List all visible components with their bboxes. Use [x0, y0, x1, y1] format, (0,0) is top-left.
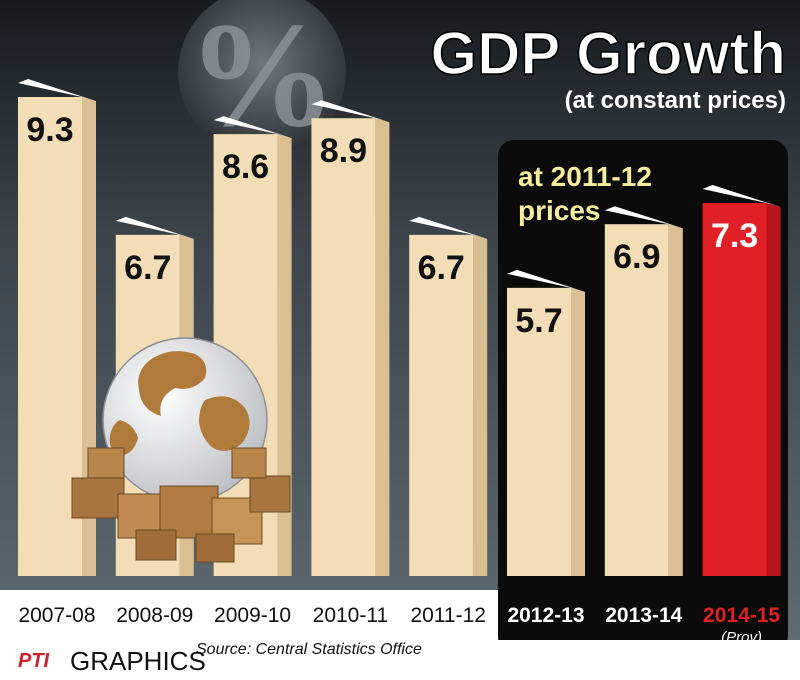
category-label-2014-15: 2014-15 — [703, 604, 780, 627]
cardboard-boxes — [71, 447, 291, 563]
bar-front — [409, 234, 474, 577]
chart-title: GDP Growth — [430, 20, 786, 87]
bar-top — [604, 206, 683, 229]
box — [87, 447, 125, 479]
box — [71, 477, 125, 519]
bar-2010-11 — [311, 100, 390, 577]
category-label-2011-12: 2011-12 — [410, 604, 486, 627]
highlight-label-line2: prices — [518, 195, 601, 226]
bar-2014-15 — [702, 185, 781, 577]
box — [159, 485, 219, 539]
value-label-2008-09: 6.7 — [124, 249, 171, 287]
value-label-2012-13: 5.7 — [515, 302, 562, 340]
bar-top — [311, 100, 390, 123]
bar-front — [18, 97, 82, 576]
source-note: Source: Central Statistics Office — [196, 641, 422, 658]
value-label-2014-15: 7.3 — [711, 217, 758, 255]
bar-front — [702, 203, 767, 577]
bar-top — [213, 116, 292, 139]
category-strip — [0, 590, 498, 640]
globe-illustration — [71, 337, 291, 563]
bar-side — [473, 234, 488, 577]
bar-top — [507, 269, 585, 292]
bar-top — [18, 79, 96, 101]
value-label-2009-10: 8.6 — [222, 148, 269, 186]
category-label-2010-11: 2010-11 — [313, 604, 389, 627]
pti-logo: PTI — [18, 650, 50, 672]
value-label-2011-12: 6.7 — [418, 249, 465, 287]
box — [135, 529, 177, 561]
globe-continent-3 — [109, 420, 138, 456]
box — [195, 533, 235, 563]
value-label-2013-14: 6.9 — [613, 238, 660, 276]
bar-top — [409, 216, 488, 239]
bar-side — [375, 118, 390, 577]
globe-continent-2 — [199, 396, 250, 451]
percent-badge: % — [178, 0, 346, 158]
bar-side — [277, 134, 292, 576]
bar-side — [668, 224, 683, 576]
bar-top — [702, 185, 781, 208]
category-label-2013-14: 2013-14 — [605, 604, 682, 627]
bar-2011-12 — [409, 216, 488, 577]
chart-subtitle: (at constant prices) — [565, 87, 786, 114]
bar-front — [311, 118, 376, 577]
bar-front — [604, 224, 669, 576]
bar-side — [571, 287, 585, 576]
category-label-2009-10: 2009-10 — [214, 604, 291, 627]
box — [231, 447, 267, 479]
highlight-label-line1: at 2011-12 — [518, 161, 652, 192]
category-label-2012-13: 2012-13 — [507, 604, 584, 627]
bar-side — [766, 203, 781, 577]
pti-graphics-label: GRAPHICS — [70, 646, 206, 676]
value-label-2007-08: 9.3 — [26, 111, 73, 149]
footer — [0, 640, 800, 680]
label-group: 9.3 2007-08 6.7 2008-09 8.6 2009-10 8.9 2010-11… — [18, 111, 780, 646]
box — [249, 475, 291, 513]
bar-front — [507, 287, 571, 576]
percent-badge-circle — [178, 0, 346, 156]
bar-2013-14 — [604, 206, 683, 576]
category-label-2007-08: 2007-08 — [18, 604, 95, 627]
category-label-2008-09: 2008-09 — [116, 604, 193, 627]
bar-2012-13 — [507, 269, 585, 576]
bar-top — [115, 216, 194, 239]
globe-continent-1 — [138, 351, 207, 416]
value-label-2010-11: 8.9 — [320, 132, 367, 170]
